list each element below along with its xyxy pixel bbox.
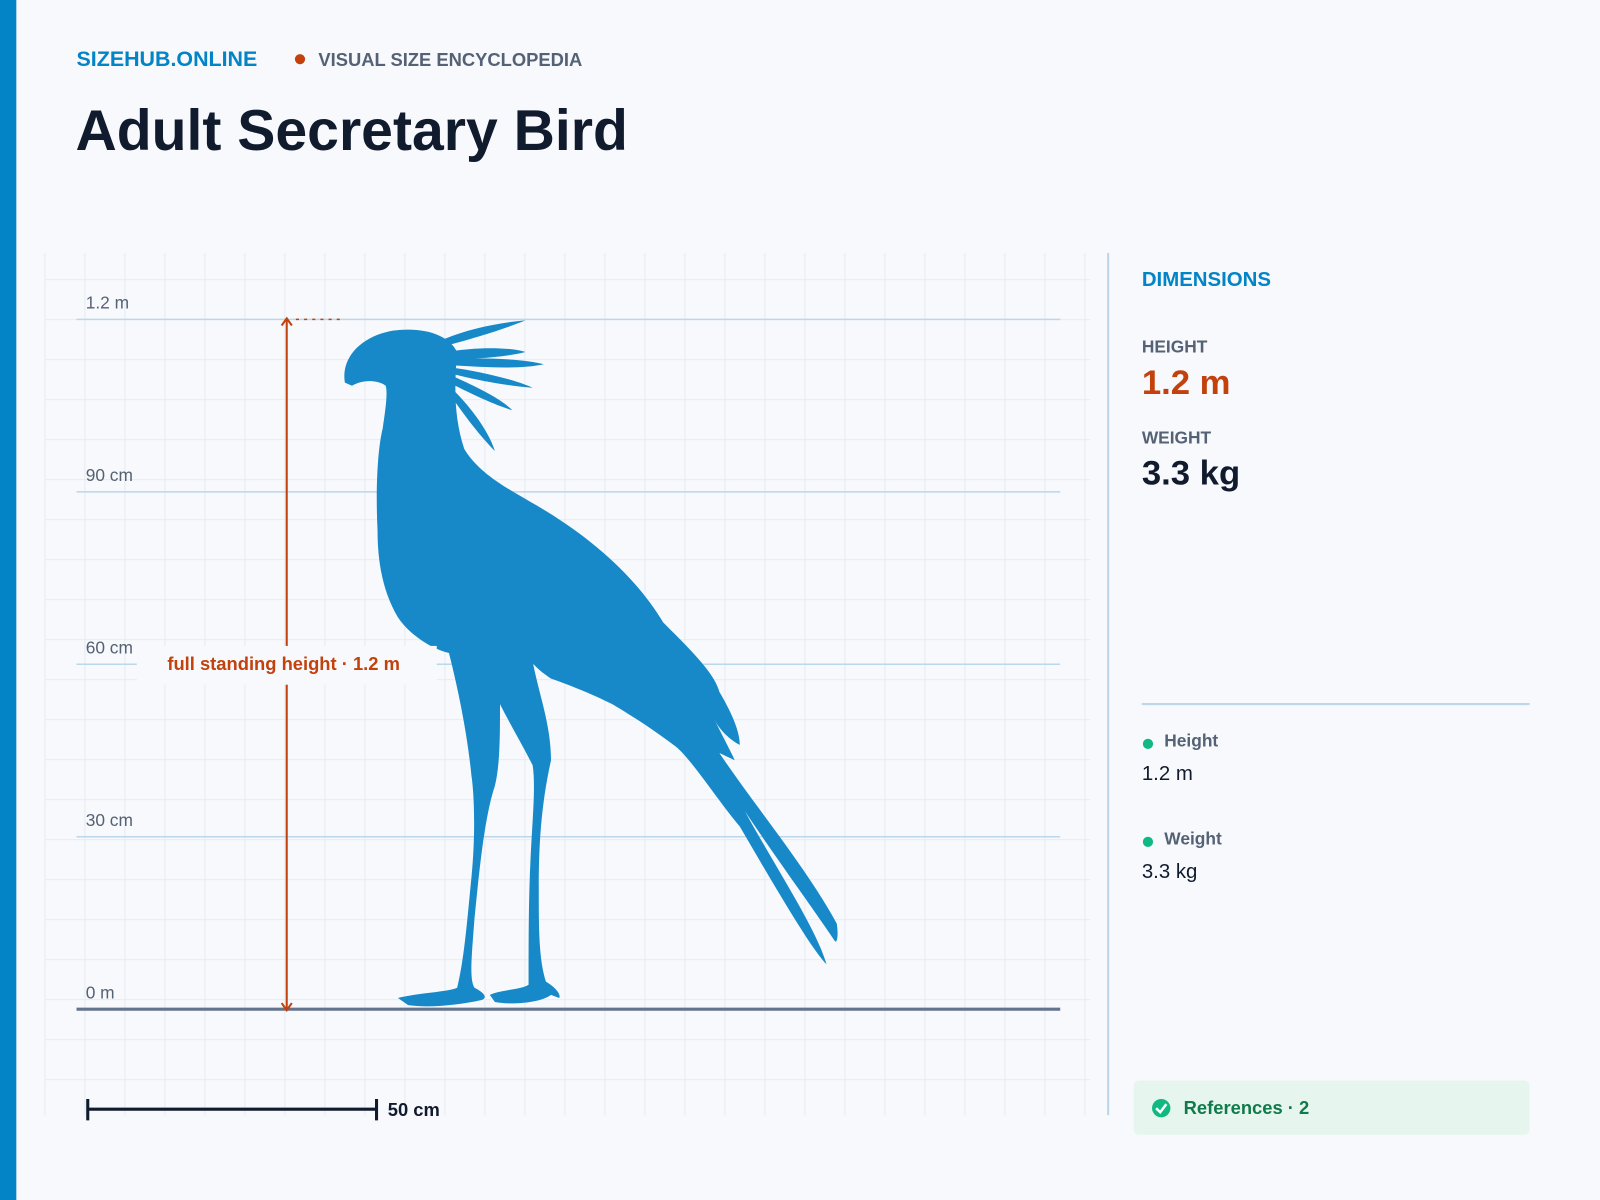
references-link[interactable]: References · 2 xyxy=(1184,1097,1310,1118)
check-icon xyxy=(1152,1098,1171,1118)
arrow-heads xyxy=(280,316,293,1012)
stat-label: HEIGHT xyxy=(1142,337,1208,357)
scale-bar xyxy=(86,1098,379,1121)
stat-value: 1.2 m xyxy=(1142,364,1231,402)
bird-silhouette xyxy=(344,320,838,1007)
tick-label: 60 cm xyxy=(86,638,133,658)
separator-dot xyxy=(294,54,306,65)
page-title: Adult Secretary Bird xyxy=(76,99,628,163)
height-annotation: full standing height · 1.2 m xyxy=(167,653,400,674)
tick-label: 90 cm xyxy=(86,465,133,485)
fact-dot xyxy=(1142,836,1154,847)
scale-bar-label: 50 cm xyxy=(388,1099,440,1120)
stat-label: WEIGHT xyxy=(1142,427,1212,447)
crest-feather xyxy=(451,375,513,411)
tick-label: 0 m xyxy=(86,982,115,1002)
panel-heading: DIMENSIONS xyxy=(1142,269,1271,291)
crest-feather xyxy=(444,320,526,345)
fact-label: Weight xyxy=(1164,828,1222,848)
fact-value: 1.2 m xyxy=(1142,763,1193,785)
crest-feather xyxy=(448,358,544,368)
crest-feather xyxy=(451,367,533,388)
fact-dot xyxy=(1142,738,1154,749)
check-mark xyxy=(1155,1103,1168,1115)
accent-bar xyxy=(0,0,17,1200)
fact-value: 3.3 kg xyxy=(1142,861,1198,883)
tick-label: 1.2 m xyxy=(86,293,129,313)
tick-label: 30 cm xyxy=(86,810,133,830)
bird-body xyxy=(344,329,838,1007)
stat-value: 3.3 kg xyxy=(1142,455,1240,493)
site-name: SIZEHUB.ONLINE xyxy=(77,47,258,71)
tagline: VISUAL SIZE ENCYCLOPEDIA xyxy=(318,49,582,70)
crest-feather xyxy=(448,385,495,452)
annotation-bg xyxy=(136,645,437,685)
fact-label: Height xyxy=(1164,730,1218,750)
references-box[interactable] xyxy=(1133,1080,1530,1135)
crest-feather xyxy=(446,348,526,360)
